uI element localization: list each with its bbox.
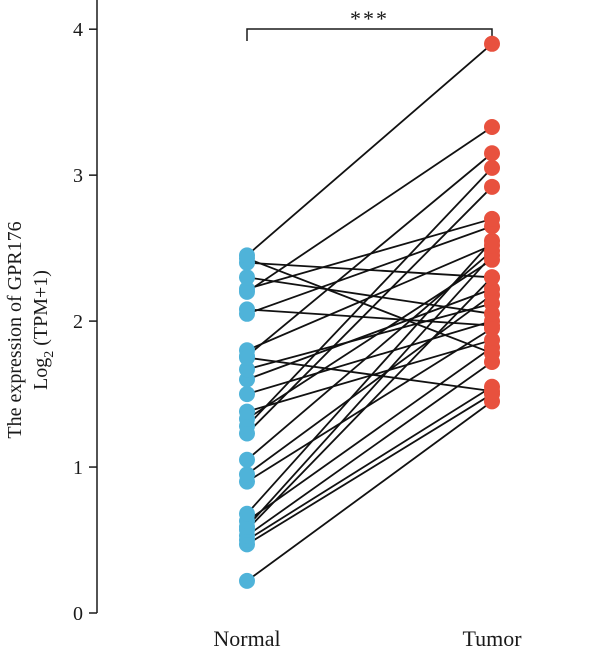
y-axis-title-subscript: 2 (42, 351, 57, 358)
pair-line (246, 308, 493, 327)
y-tick-label: 2 (73, 311, 83, 333)
pair-line (246, 386, 493, 541)
pair-line (246, 400, 493, 582)
pair-line (246, 276, 493, 531)
y-tick-label: 0 (73, 603, 83, 625)
tumor-point (484, 345, 500, 362)
normal-point (239, 386, 255, 403)
tumor-point (484, 269, 500, 286)
y-tick-label: 1 (73, 457, 83, 479)
pair-line (246, 302, 493, 371)
normal-point (239, 301, 255, 318)
y-tick-label: 3 (73, 165, 83, 187)
data-points (239, 35, 500, 589)
pair-line (246, 327, 493, 483)
normal-point (239, 269, 255, 286)
significance-bracket: *** (246, 6, 493, 41)
tumor-point (484, 178, 500, 195)
pair-line (246, 218, 493, 290)
tumor-point (484, 317, 500, 334)
y-axis-title-line2: Log2 (TPM+1) (30, 270, 57, 390)
pair-line (246, 294, 493, 476)
tumor-point (484, 383, 500, 400)
pair-line (246, 261, 493, 279)
normal-point (239, 505, 255, 522)
y-axis-title-unit: (TPM+1) (30, 270, 52, 351)
tumor-point (484, 35, 500, 52)
tumor-point (484, 159, 500, 176)
pair-line (246, 339, 493, 413)
pair-line (246, 276, 493, 315)
normal-point (239, 361, 255, 378)
y-tick-label: 4 (73, 19, 83, 41)
pair-line (246, 346, 493, 522)
y-axis-title-log: Log (30, 358, 52, 390)
category-label-normal: Normal (213, 626, 280, 651)
pair-line (246, 356, 493, 393)
y-axis: 0 1 2 3 4 (73, 0, 98, 625)
y-axis-title: The expression of GPR176 Log2 (TPM+1) (4, 221, 57, 438)
pair-line (246, 320, 493, 395)
y-axis-title-line1: The expression of GPR176 (4, 221, 26, 438)
bracket-line (246, 28, 493, 41)
normal-point (239, 349, 255, 366)
pair-line (246, 288, 493, 381)
pair-line (246, 361, 493, 537)
category-label-tumor: Tumor (462, 626, 522, 651)
tumor-point (484, 237, 500, 254)
pair-line (246, 259, 493, 420)
significance-label: *** (350, 6, 389, 31)
tumor-point (484, 280, 500, 297)
normal-point (239, 466, 255, 483)
x-axis: Normal Tumor (213, 626, 522, 651)
pair-line (246, 126, 493, 293)
normal-point (239, 280, 255, 297)
tumor-point (484, 118, 500, 135)
tumor-point (484, 332, 500, 349)
tumor-point (484, 305, 500, 322)
pair-line (246, 244, 493, 352)
normal-point (239, 403, 255, 420)
pair-line (246, 393, 493, 546)
normal-point (239, 572, 255, 589)
tumor-point (484, 251, 500, 268)
normal-point (239, 247, 255, 264)
pair-line (246, 257, 493, 355)
pair-line (246, 254, 493, 528)
tumor-point (484, 145, 500, 162)
pair-lines (246, 43, 493, 582)
normal-point (239, 451, 255, 468)
pair-line (246, 43, 493, 257)
tumor-point (484, 210, 500, 227)
